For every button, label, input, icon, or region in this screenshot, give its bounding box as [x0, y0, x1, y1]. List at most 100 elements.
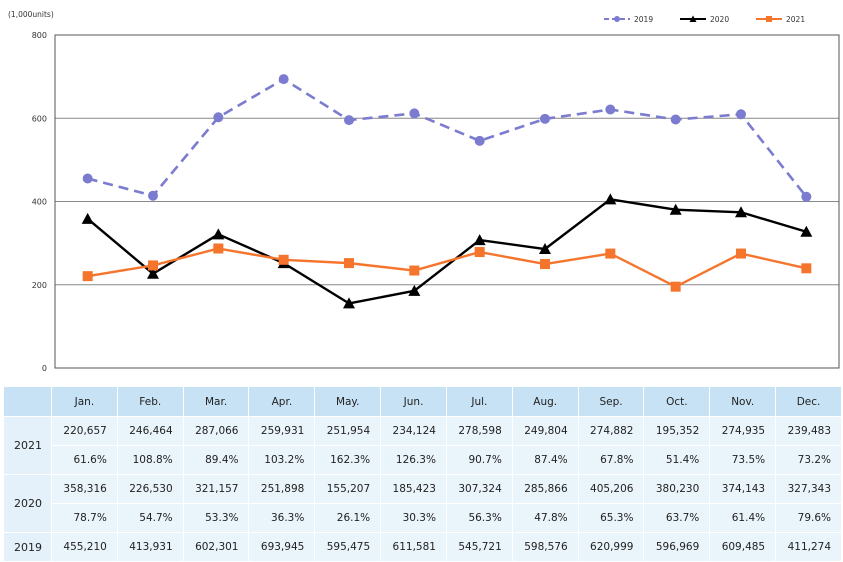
- units-cell: 358,316: [52, 475, 118, 504]
- percent-cell: 103.2%: [249, 446, 316, 475]
- units-cell: 195,352: [644, 417, 711, 446]
- legend-label-2020: 2020: [710, 15, 729, 24]
- plot-area: [54, 34, 840, 369]
- units-cell: 285,866: [512, 475, 579, 504]
- data-point-2020: [212, 228, 225, 240]
- table-row: 2020 358,316 226,530 321,157 251,898 155,207 1…: [4, 475, 842, 533]
- table-row: 61.6% 108.8% 89.4% 103.2% 162.3% 126.3% 90.7% 8…: [4, 446, 842, 475]
- percent-cell: 36.3%: [249, 504, 316, 533]
- units-cell: 411,274: [776, 533, 842, 562]
- month-header: Jan.: [52, 387, 118, 417]
- percent-cell: 26.1%: [315, 504, 382, 533]
- legend-label-2019: 2019: [634, 15, 653, 24]
- units-cell: 278,598: [446, 417, 513, 446]
- units-cell: 274,935: [710, 417, 777, 446]
- line-chart: (1,000units) 0 200 400 600 800 2019 2020 2021: [8, 10, 840, 373]
- data-point-2019: [605, 104, 616, 115]
- month-header: May.: [315, 387, 382, 417]
- legend-marker-2019: [614, 16, 620, 22]
- year-label: 2019: [4, 533, 52, 562]
- month-header: Aug.: [512, 387, 579, 417]
- units-cell: 609,485: [710, 533, 777, 562]
- percent-cell: 108.8%: [117, 446, 184, 475]
- month-header: Feb.: [117, 387, 184, 417]
- units-cell: 602,301: [183, 533, 250, 562]
- data-point-2019: [474, 135, 485, 146]
- units-cell: 239,483: [776, 417, 842, 446]
- percent-cell: 47.8%: [512, 504, 579, 533]
- year-label: 2021: [4, 417, 52, 475]
- month-header: Oct.: [644, 387, 711, 417]
- data-point-2020: [408, 284, 421, 296]
- series-2021: [82, 243, 812, 292]
- data-point-2019: [82, 173, 93, 184]
- units-cell: 620,999: [578, 533, 645, 562]
- percent-cell: 89.4%: [183, 446, 250, 475]
- percent-cell: 90.7%: [446, 446, 513, 475]
- series-line-2020: [86, 198, 807, 305]
- units-cell: 249,804: [512, 417, 579, 446]
- legend-marker-2020: [689, 15, 697, 22]
- series-layer: [81, 74, 813, 309]
- percent-cell: 126.3%: [381, 446, 447, 475]
- units-cell: 226,530: [117, 475, 184, 504]
- data-point-2021: [670, 281, 681, 292]
- data-point-2020: [147, 267, 159, 279]
- data-point-2019: [213, 112, 224, 123]
- legend-item-2021: 2021: [756, 15, 805, 24]
- series-2020: [81, 193, 813, 309]
- month-header: Jul.: [446, 387, 513, 417]
- data-point-2021: [736, 248, 746, 259]
- month-header: Mar.: [183, 387, 250, 417]
- data-point-2021: [148, 260, 158, 271]
- percent-cell: 78.7%: [52, 504, 118, 533]
- units-cell: 321,157: [183, 475, 250, 504]
- month-header: Apr.: [249, 387, 316, 417]
- data-point-2019: [736, 109, 746, 120]
- percent-cell: 65.3%: [578, 504, 645, 533]
- table-row: 2019 455,210 413,931 602,301 693,945 595,475 6…: [4, 533, 842, 562]
- y-tick-label: 600: [32, 114, 47, 123]
- table-corner-cell: [4, 387, 52, 417]
- legend-marker-2021: [766, 16, 772, 22]
- units-cell: 693,945: [249, 533, 316, 562]
- data-point-2021: [82, 271, 93, 282]
- data-point-2019: [409, 108, 420, 119]
- series-line-2021: [87, 247, 807, 288]
- month-header: Jun.: [381, 387, 447, 417]
- table-header-row: Jan. Feb. Mar. Apr. May. Jun. Jul. Aug. Sep. Oct.…: [4, 387, 842, 417]
- units-cell: 259,931: [249, 417, 316, 446]
- data-point-2021: [213, 243, 224, 254]
- month-header: Dec.: [776, 387, 842, 417]
- data-point-2020: [669, 203, 682, 215]
- legend-item-2019: 2019: [604, 15, 653, 24]
- data-point-2019: [801, 191, 812, 202]
- data-point-2020: [735, 206, 747, 218]
- y-tick-label: 400: [32, 198, 47, 207]
- units-cell: 155,207: [315, 475, 382, 504]
- percent-cell: 73.5%: [710, 446, 777, 475]
- units-cell: 307,324: [446, 475, 513, 504]
- units-cell: 405,206: [578, 475, 645, 504]
- table-row: 2021 220,657 246,464 287,066 259,931 251,954 2…: [4, 417, 842, 475]
- legend-item-2020: 2020: [680, 15, 729, 24]
- units-cell: 274,882: [578, 417, 645, 446]
- data-point-2020: [81, 212, 94, 224]
- units-cell: 413,931: [117, 533, 184, 562]
- data-table: Jan. Feb. Mar. Apr. May. Jun. Jul. Aug. Sep. Oct.…: [4, 387, 842, 562]
- data-point-2020: [473, 234, 486, 246]
- percent-cell: 162.3%: [315, 446, 382, 475]
- percent-cell: 61.4%: [710, 504, 777, 533]
- data-point-2021: [474, 247, 485, 258]
- percent-cell: 54.7%: [117, 504, 184, 533]
- units-cell: 185,423: [381, 475, 447, 504]
- data-point-2019: [540, 113, 550, 124]
- legend-label-2021: 2021: [786, 15, 805, 24]
- units-cell: 545,721: [446, 533, 513, 562]
- percent-cell: 56.3%: [446, 504, 513, 533]
- month-header: Sep.: [578, 387, 645, 417]
- units-cell: 611,581: [381, 533, 447, 562]
- data-point-2021: [605, 248, 616, 259]
- percent-cell: 87.4%: [512, 446, 579, 475]
- data-point-2021: [540, 259, 550, 270]
